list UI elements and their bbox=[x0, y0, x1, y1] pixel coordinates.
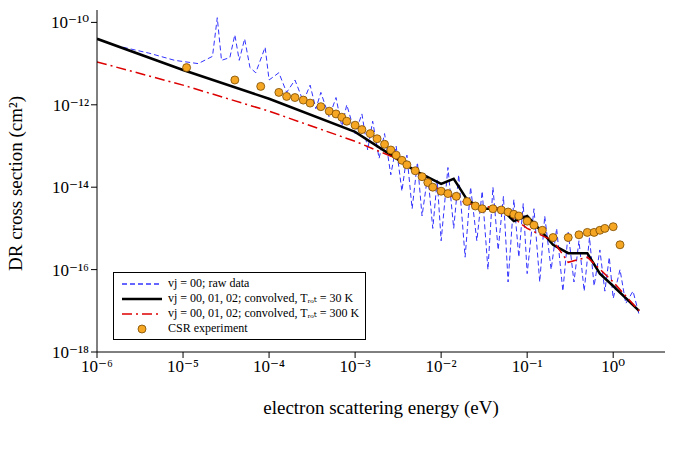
svg-text:10⁻⁵: 10⁻⁵ bbox=[167, 357, 199, 376]
svg-text:10⁻²: 10⁻² bbox=[426, 357, 457, 376]
svg-text:10⁻¹⁰: 10⁻¹⁰ bbox=[51, 13, 89, 32]
svg-text:electron scattering energy (eV: electron scattering energy (eV) bbox=[263, 397, 498, 419]
svg-text:10⁰: 10⁰ bbox=[601, 357, 625, 376]
svg-text:10⁻¹⁴: 10⁻¹⁴ bbox=[52, 178, 89, 197]
svg-text:10⁻⁶: 10⁻⁶ bbox=[81, 357, 113, 377]
svg-text:10⁻⁴: 10⁻⁴ bbox=[253, 357, 285, 376]
html-text:CSR experiment: CSR experiment bbox=[168, 321, 248, 335]
html-text:vj = 00; raw data: vj = 00; raw data bbox=[168, 276, 250, 290]
svg-text:10⁻³: 10⁻³ bbox=[340, 357, 371, 376]
svg-text:10⁻¹⁸: 10⁻¹⁸ bbox=[52, 343, 89, 362]
html-text:vj = 00, 01, 02; convolved, Tᵣ: vj = 00, 01, 02; convolved, Tᵣₒₜ = 300 K bbox=[168, 306, 360, 320]
svg-text:10⁻¹²: 10⁻¹² bbox=[53, 96, 89, 115]
svg-text:DR cross section (cm²): DR cross section (cm²) bbox=[8, 96, 27, 271]
html-text:vj = 00, 01, 02; convolved, Tᵣ: vj = 00, 01, 02; convolved, Tᵣₒₜ = 30 K bbox=[168, 291, 354, 305]
svg-text:10⁻¹: 10⁻¹ bbox=[512, 357, 543, 376]
svg-text:10⁻¹⁶: 10⁻¹⁶ bbox=[52, 261, 89, 280]
